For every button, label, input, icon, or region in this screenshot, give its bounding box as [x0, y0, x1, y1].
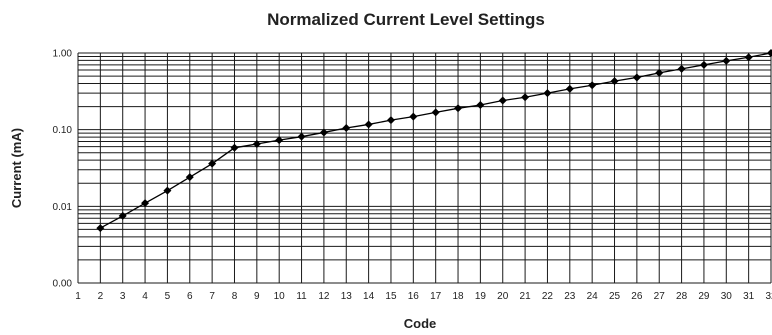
- x-tick-label: 11: [296, 291, 307, 302]
- data-point: [767, 49, 772, 57]
- x-tick-label: 1: [75, 291, 81, 302]
- x-tick-label: 27: [654, 291, 666, 302]
- x-tick-label: 4: [142, 291, 148, 302]
- x-tick-label: 24: [587, 291, 599, 302]
- data-point: [118, 211, 127, 220]
- x-tick-label: 30: [721, 291, 733, 302]
- data-point: [476, 100, 485, 109]
- data-point: [588, 81, 597, 90]
- data-point: [252, 140, 261, 149]
- data-point: [498, 96, 507, 105]
- x-tick-label: 13: [341, 291, 353, 302]
- x-tick-label: 17: [430, 291, 442, 302]
- x-tick-label: 23: [564, 291, 576, 302]
- x-tick-label: 3: [120, 291, 126, 302]
- x-tick-label: 32: [765, 291, 772, 302]
- y-axis-label: Current (mA): [9, 128, 24, 208]
- data-point: [543, 89, 552, 98]
- data-point: [342, 124, 351, 133]
- y-tick-label: 0.10: [53, 125, 73, 136]
- x-tick-label: 28: [676, 291, 688, 302]
- data-point: [275, 136, 284, 145]
- data-point: [185, 173, 194, 182]
- data-point: [632, 73, 641, 82]
- x-tick-label: 31: [743, 291, 755, 302]
- data-point: [364, 120, 373, 129]
- data-point: [722, 56, 731, 65]
- data-point: [521, 93, 530, 102]
- x-tick-label: 21: [520, 291, 532, 302]
- x-tick-label: 14: [363, 291, 375, 302]
- x-tick-label: 9: [254, 291, 260, 302]
- data-point: [677, 64, 686, 73]
- x-tick-label: 2: [98, 291, 104, 302]
- y-tick-label: 0.01: [53, 202, 73, 213]
- grid: [77, 52, 772, 284]
- data-point: [208, 159, 217, 168]
- data-point: [386, 116, 395, 125]
- x-tick-label: 25: [609, 291, 621, 302]
- x-axis-label: Code: [404, 316, 437, 331]
- data-point: [610, 77, 619, 86]
- x-axis-ticks: 1 2 3 4 5 6 7 8 9 10 11 12 13 14 15 16 17 18 19 20 21 22 23 24 2…: [75, 291, 772, 302]
- data-point: [141, 199, 150, 208]
- x-tick-label: 7: [209, 291, 215, 302]
- data-point: [699, 60, 708, 69]
- y-tick-label: 0.00: [53, 279, 73, 290]
- data-point: [454, 104, 463, 113]
- x-tick-label: 15: [385, 291, 397, 302]
- data-point: [409, 112, 418, 121]
- data-point: [744, 53, 753, 62]
- y-tick-label: 1.00: [53, 49, 73, 60]
- data-point: [655, 68, 664, 77]
- series-layer: [96, 49, 772, 233]
- x-tick-label: 19: [475, 291, 487, 302]
- x-tick-label: 5: [165, 291, 171, 302]
- data-point: [431, 108, 440, 117]
- x-tick-label: 29: [698, 291, 710, 302]
- x-tick-label: 12: [318, 291, 330, 302]
- data-point: [96, 224, 105, 233]
- x-tick-label: 22: [542, 291, 554, 302]
- x-tick-label: 26: [631, 291, 643, 302]
- data-point: [230, 143, 239, 152]
- x-tick-label: 20: [497, 291, 509, 302]
- x-tick-label: 16: [408, 291, 420, 302]
- chart-title: Normalized Current Level Settings: [267, 10, 545, 29]
- data-point: [163, 186, 172, 195]
- x-tick-label: 18: [452, 291, 464, 302]
- data-point: [297, 132, 306, 141]
- x-tick-label: 6: [187, 291, 193, 302]
- x-tick-label: 10: [274, 291, 286, 302]
- y-axis-ticks: 1.00 0.10 0.01 0.00: [53, 49, 73, 290]
- data-point: [319, 128, 328, 137]
- data-point: [565, 84, 574, 93]
- x-tick-label: 8: [232, 291, 238, 302]
